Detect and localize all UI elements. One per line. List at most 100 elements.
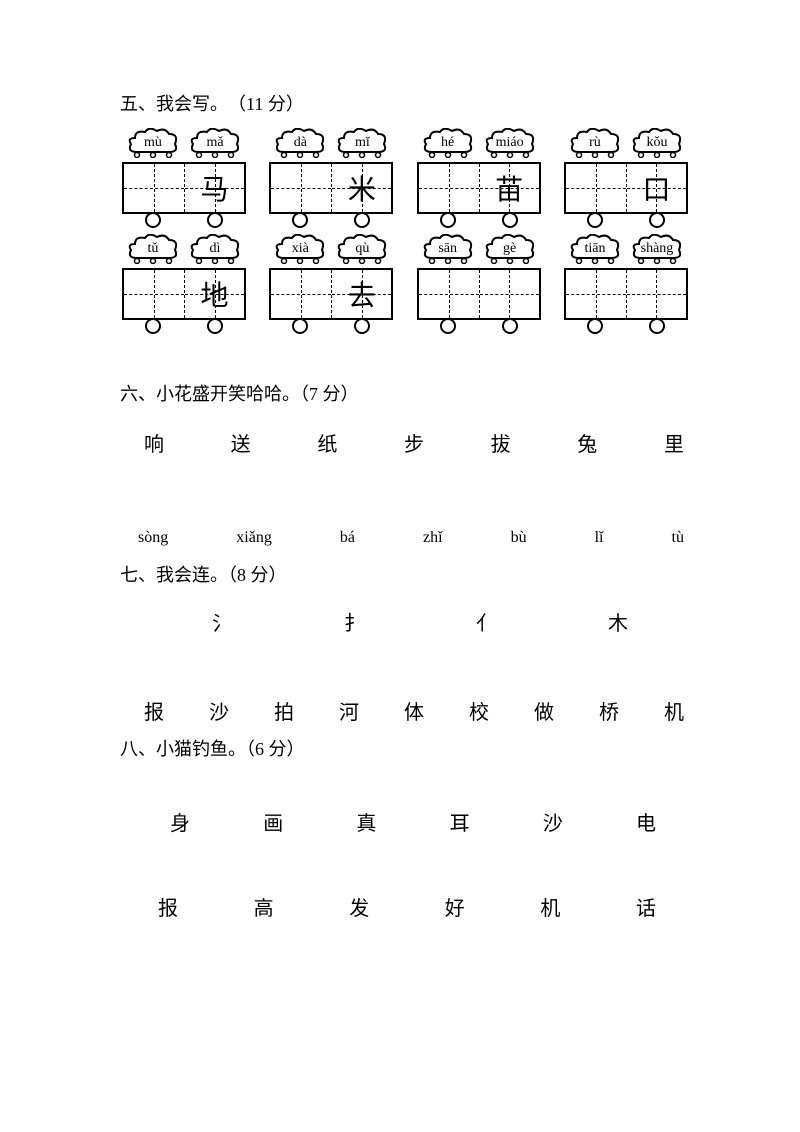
section8-char: 画 [263,807,283,836]
pinyin-cart-group: mù mǎ马 [120,128,248,228]
pinyin-cloud: kǒu [629,128,685,158]
section7-radical: 木 [606,607,630,636]
pinyin-cart-group: xià qù 去 [267,234,395,334]
wheel-icon [292,212,308,228]
section8-char: 身 [170,807,190,836]
section7-char: 体 [404,696,424,725]
writing-cart: 去 [269,268,393,334]
section6-char: 纸 [317,428,337,457]
section7-char: 做 [534,696,554,725]
pinyin-cloud: rù [567,128,623,158]
wheel-icon [354,318,370,334]
section8-char: 真 [356,807,376,836]
section7-char: 校 [469,696,489,725]
section5-row: tǔ dì地 xià qù去 sān gè tiān shàng [120,234,690,334]
section8-row1: 身画真耳沙电 [120,807,690,836]
writing-cell[interactable] [566,270,626,318]
section8-char: 报 [158,892,178,921]
wheel-icon [649,212,665,228]
section5-heading: 五、我会写。 （11 分） [120,90,690,116]
section7-radical: 氵 [210,607,234,636]
section5-row: mù mǎ马 dà mǐ米 hé miáo苗 rù kǒu口 [120,128,690,228]
pinyin-cloud: shàng [629,234,685,264]
section5-content: mù mǎ马 dà mǐ米 hé miáo苗 rù kǒu口 [120,128,690,334]
writing-cell[interactable] [271,270,331,318]
section6-char: 步 [404,428,424,457]
section6-pinyin: sòngxiǎngbázhǐbùlǐtù [120,529,690,547]
wheel-icon [207,318,223,334]
writing-cell[interactable]: 米 [331,164,391,212]
section8-char: 耳 [450,807,470,836]
section6-pinyin-item: xiǎng [236,529,272,547]
section6-pinyin-item: bá [340,529,355,547]
section7-chars: 报沙拍河体校做桥机 [120,696,690,725]
pinyin-cloud: hé [420,128,476,158]
writing-cell[interactable] [566,164,626,212]
writing-cart [564,268,688,334]
section8-char: 沙 [543,807,563,836]
writing-cell[interactable] [124,164,184,212]
wheel-icon [502,318,518,334]
pinyin-cloud: gè [482,234,538,264]
writing-cell[interactable] [419,164,479,212]
section6-pinyin-item: zhǐ [423,529,443,547]
section7-char: 河 [339,696,359,725]
section8-char: 高 [254,892,274,921]
pinyin-cloud: dì [187,234,243,264]
wheel-icon [354,212,370,228]
wheel-icon [207,212,223,228]
page: 五、我会写。 （11 分） mù mǎ马 dà mǐ米 hé miáo苗 rù [0,0,800,981]
pinyin-cloud: mǎ [187,128,243,158]
section6-char: 响 [144,428,164,457]
section6-pinyin-item: tù [672,529,684,547]
pinyin-cart-group: dà mǐ米 [267,128,395,228]
wheel-icon [502,212,518,228]
writing-cell[interactable]: 口 [626,164,686,212]
section8-char: 发 [349,892,369,921]
wheel-icon [440,212,456,228]
pinyin-cloud: sān [420,234,476,264]
writing-cell[interactable] [479,270,539,318]
section6-char: 里 [664,428,684,457]
writing-cart: 口 [564,162,688,228]
writing-cell[interactable] [419,270,479,318]
section8-char: 话 [636,892,656,921]
section6-pinyin-item: bù [511,529,527,547]
writing-cell[interactable] [124,270,184,318]
writing-cell[interactable] [626,270,686,318]
section6: 六、小花盛开笑哈哈。（7 分） 响送纸步拔兔里 sòngxiǎngbázhǐbù… [120,380,690,547]
section8-row2: 报高发好机话 [120,892,690,921]
writing-cart: 米 [269,162,393,228]
writing-cart: 地 [122,268,246,334]
writing-cell[interactable]: 马 [184,164,244,212]
wheel-icon [587,318,603,334]
wheel-icon [440,318,456,334]
writing-cell[interactable] [271,164,331,212]
pinyin-cloud: xià [272,234,328,264]
pinyin-cart-group: hé miáo苗 [415,128,543,228]
section6-heading: 六、小花盛开笑哈哈。（7 分） [120,380,690,406]
writing-cart: 马 [122,162,246,228]
pinyin-cloud: qù [334,234,390,264]
writing-cell[interactable]: 去 [331,270,391,318]
section6-char: 拔 [491,428,511,457]
section7-char: 沙 [209,696,229,725]
writing-cell[interactable]: 地 [184,270,244,318]
section7-radical: 亻 [474,607,498,636]
pinyin-cart-group: tiān shàng [562,234,690,334]
writing-cart: 苗 [417,162,541,228]
wheel-icon [292,318,308,334]
wheel-icon [145,318,161,334]
section7-char: 机 [664,696,684,725]
section7-heading: 七、我会连。（8 分） [120,561,690,587]
pinyin-cart-group: rù kǒu 口 [562,128,690,228]
wheel-icon [649,318,665,334]
pinyin-cloud: mǐ [334,128,390,158]
section6-chars: 响送纸步拔兔里 [120,428,690,457]
section7-radicals: 氵扌亻木 [120,607,690,636]
section7-radical: 扌 [342,607,366,636]
writing-cell[interactable]: 苗 [479,164,539,212]
section6-char: 送 [231,428,251,457]
writing-cart [417,268,541,334]
pinyin-cloud: tiān [567,234,623,264]
